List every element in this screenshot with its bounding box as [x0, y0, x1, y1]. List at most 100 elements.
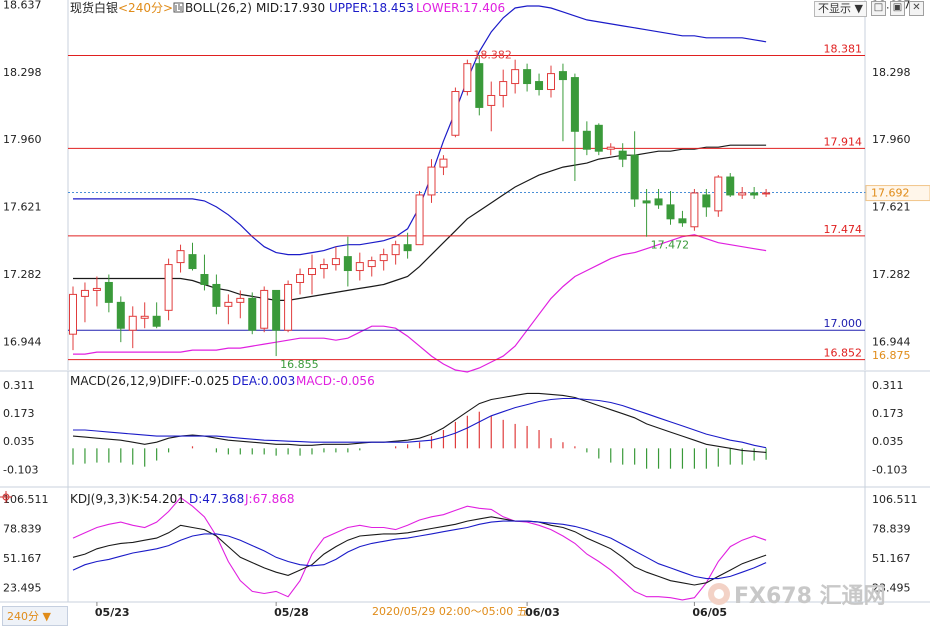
boll-lower-label: LOWER:17.406 [416, 1, 505, 15]
display-select-label: 不显示 [818, 2, 852, 15]
candle-body [618, 150, 627, 160]
price-tick-left: 17.282 [3, 268, 42, 281]
candle-body [296, 274, 305, 283]
candle-body [570, 77, 579, 132]
boll-mid-label: MID:17.930 [256, 1, 325, 15]
close-button[interactable]: ✕ [909, 1, 924, 16]
price-tick-right: 17.621 [872, 201, 911, 214]
candle-body [642, 200, 651, 204]
kdj-tick-left: 51.167 [3, 552, 42, 565]
chevron-down-icon: ▼ [851, 2, 863, 15]
period-label[interactable]: <240分> [118, 1, 173, 15]
macd-layer [72, 392, 767, 469]
kdj-tick-right: 106.511 [872, 493, 918, 506]
macd-title: MACD(26,12,9) [70, 374, 161, 388]
display-select[interactable]: 不显示 ▼ [814, 1, 867, 17]
candle-body [606, 146, 615, 150]
macd-tick-right: 0.311 [872, 379, 904, 392]
kdj-j-label: J:67.868 [244, 492, 295, 506]
kdj-panel [0, 486, 930, 602]
x-tick-label: 05/28 [274, 606, 309, 619]
candle-body [666, 204, 675, 220]
candle-body [176, 250, 185, 264]
candle-body [403, 244, 412, 252]
boll-lower-line [73, 234, 767, 373]
price-tick-left: 17.621 [3, 201, 42, 214]
candle-body [308, 268, 316, 276]
candle-body [116, 301, 125, 329]
candle-body [487, 94, 496, 106]
candle-body [427, 166, 436, 196]
candle-body [188, 254, 197, 270]
kdj-j-line [72, 496, 767, 601]
candle-body [248, 297, 257, 331]
macd-tick-left: 0.173 [3, 407, 35, 420]
macd-tick-right: 0.035 [872, 435, 904, 448]
candle-body [272, 289, 281, 331]
kdj-tick-right: 23.495 [872, 582, 911, 595]
candle-body [762, 192, 771, 195]
candle-body [690, 192, 699, 228]
lower-band-label: 16.875 [872, 349, 911, 362]
price-tick-left: 17.960 [3, 133, 42, 146]
current-price-box [865, 185, 930, 202]
kdj-layer [72, 496, 767, 601]
boll-icon [173, 2, 184, 13]
kdj-tick-left: 23.495 [3, 582, 42, 595]
candle-body [236, 297, 245, 303]
candle-body [678, 218, 687, 224]
candle-body [463, 63, 472, 93]
price-tick-left: 16.944 [3, 335, 42, 348]
period-tab-label: 240分 [7, 610, 39, 623]
macd-diff-line [72, 392, 767, 453]
watermark-text: FX678 汇通网 [734, 584, 886, 609]
candle-body [224, 301, 233, 307]
candle-body [367, 260, 376, 268]
level-label: 16.852 [824, 347, 863, 360]
kdj-d-line [72, 520, 767, 580]
candle-body [523, 69, 532, 85]
candle-body [511, 69, 520, 85]
candle-body [726, 176, 735, 196]
period-tab[interactable]: 240分 ▼ [2, 606, 68, 626]
candle-body [80, 289, 89, 297]
toolbar: 不显示 ▼ □ ▣ ✕ [814, 1, 924, 17]
x-tick-label: 05/23 [95, 606, 130, 619]
kdj-tick-left: 78.839 [3, 523, 42, 536]
macd-dea-label: DEA:0.003 [232, 374, 295, 388]
macd-tick-right: -0.103 [872, 463, 907, 476]
restore-button[interactable]: ▣ [890, 1, 905, 16]
candle-body [654, 198, 663, 206]
price-tick-right: 16.944 [872, 335, 911, 348]
candle-body [355, 262, 364, 272]
candle-body [260, 289, 269, 329]
macd-tick-left: 0.311 [3, 379, 35, 392]
kdj-d-label: D:47.368 [189, 492, 244, 506]
current-price-label: 17.692 [871, 187, 910, 200]
price-panel [67, 0, 866, 370]
candle-body [391, 244, 400, 256]
candle-body [415, 194, 424, 246]
candle-body [92, 287, 101, 291]
candle-body [630, 154, 639, 200]
level-label: 18.381 [824, 43, 863, 56]
candle-body [200, 274, 209, 285]
candle-body [547, 73, 555, 91]
macd-tick-left: 0.035 [3, 435, 35, 448]
kdj-title: KDJ(9,3,3) [70, 492, 131, 506]
macd-value-label: MACD:-0.056 [296, 374, 375, 388]
fullscreen-button[interactable]: □ [871, 1, 886, 16]
candle-body [69, 293, 77, 335]
candle-body [212, 283, 221, 307]
boll-label: BOLL(26,2) [185, 1, 252, 15]
price-tick-right: 17.282 [872, 268, 911, 281]
candle-body [164, 264, 173, 311]
price-tick-left: 18.298 [3, 66, 42, 79]
macd-tick-right: 0.173 [872, 407, 904, 420]
candle-body [535, 81, 544, 91]
candle-body [128, 315, 137, 331]
price-tick-left: 18.637 [3, 0, 42, 12]
kdj-tick-right: 51.167 [872, 552, 911, 565]
candle-body [331, 258, 340, 266]
